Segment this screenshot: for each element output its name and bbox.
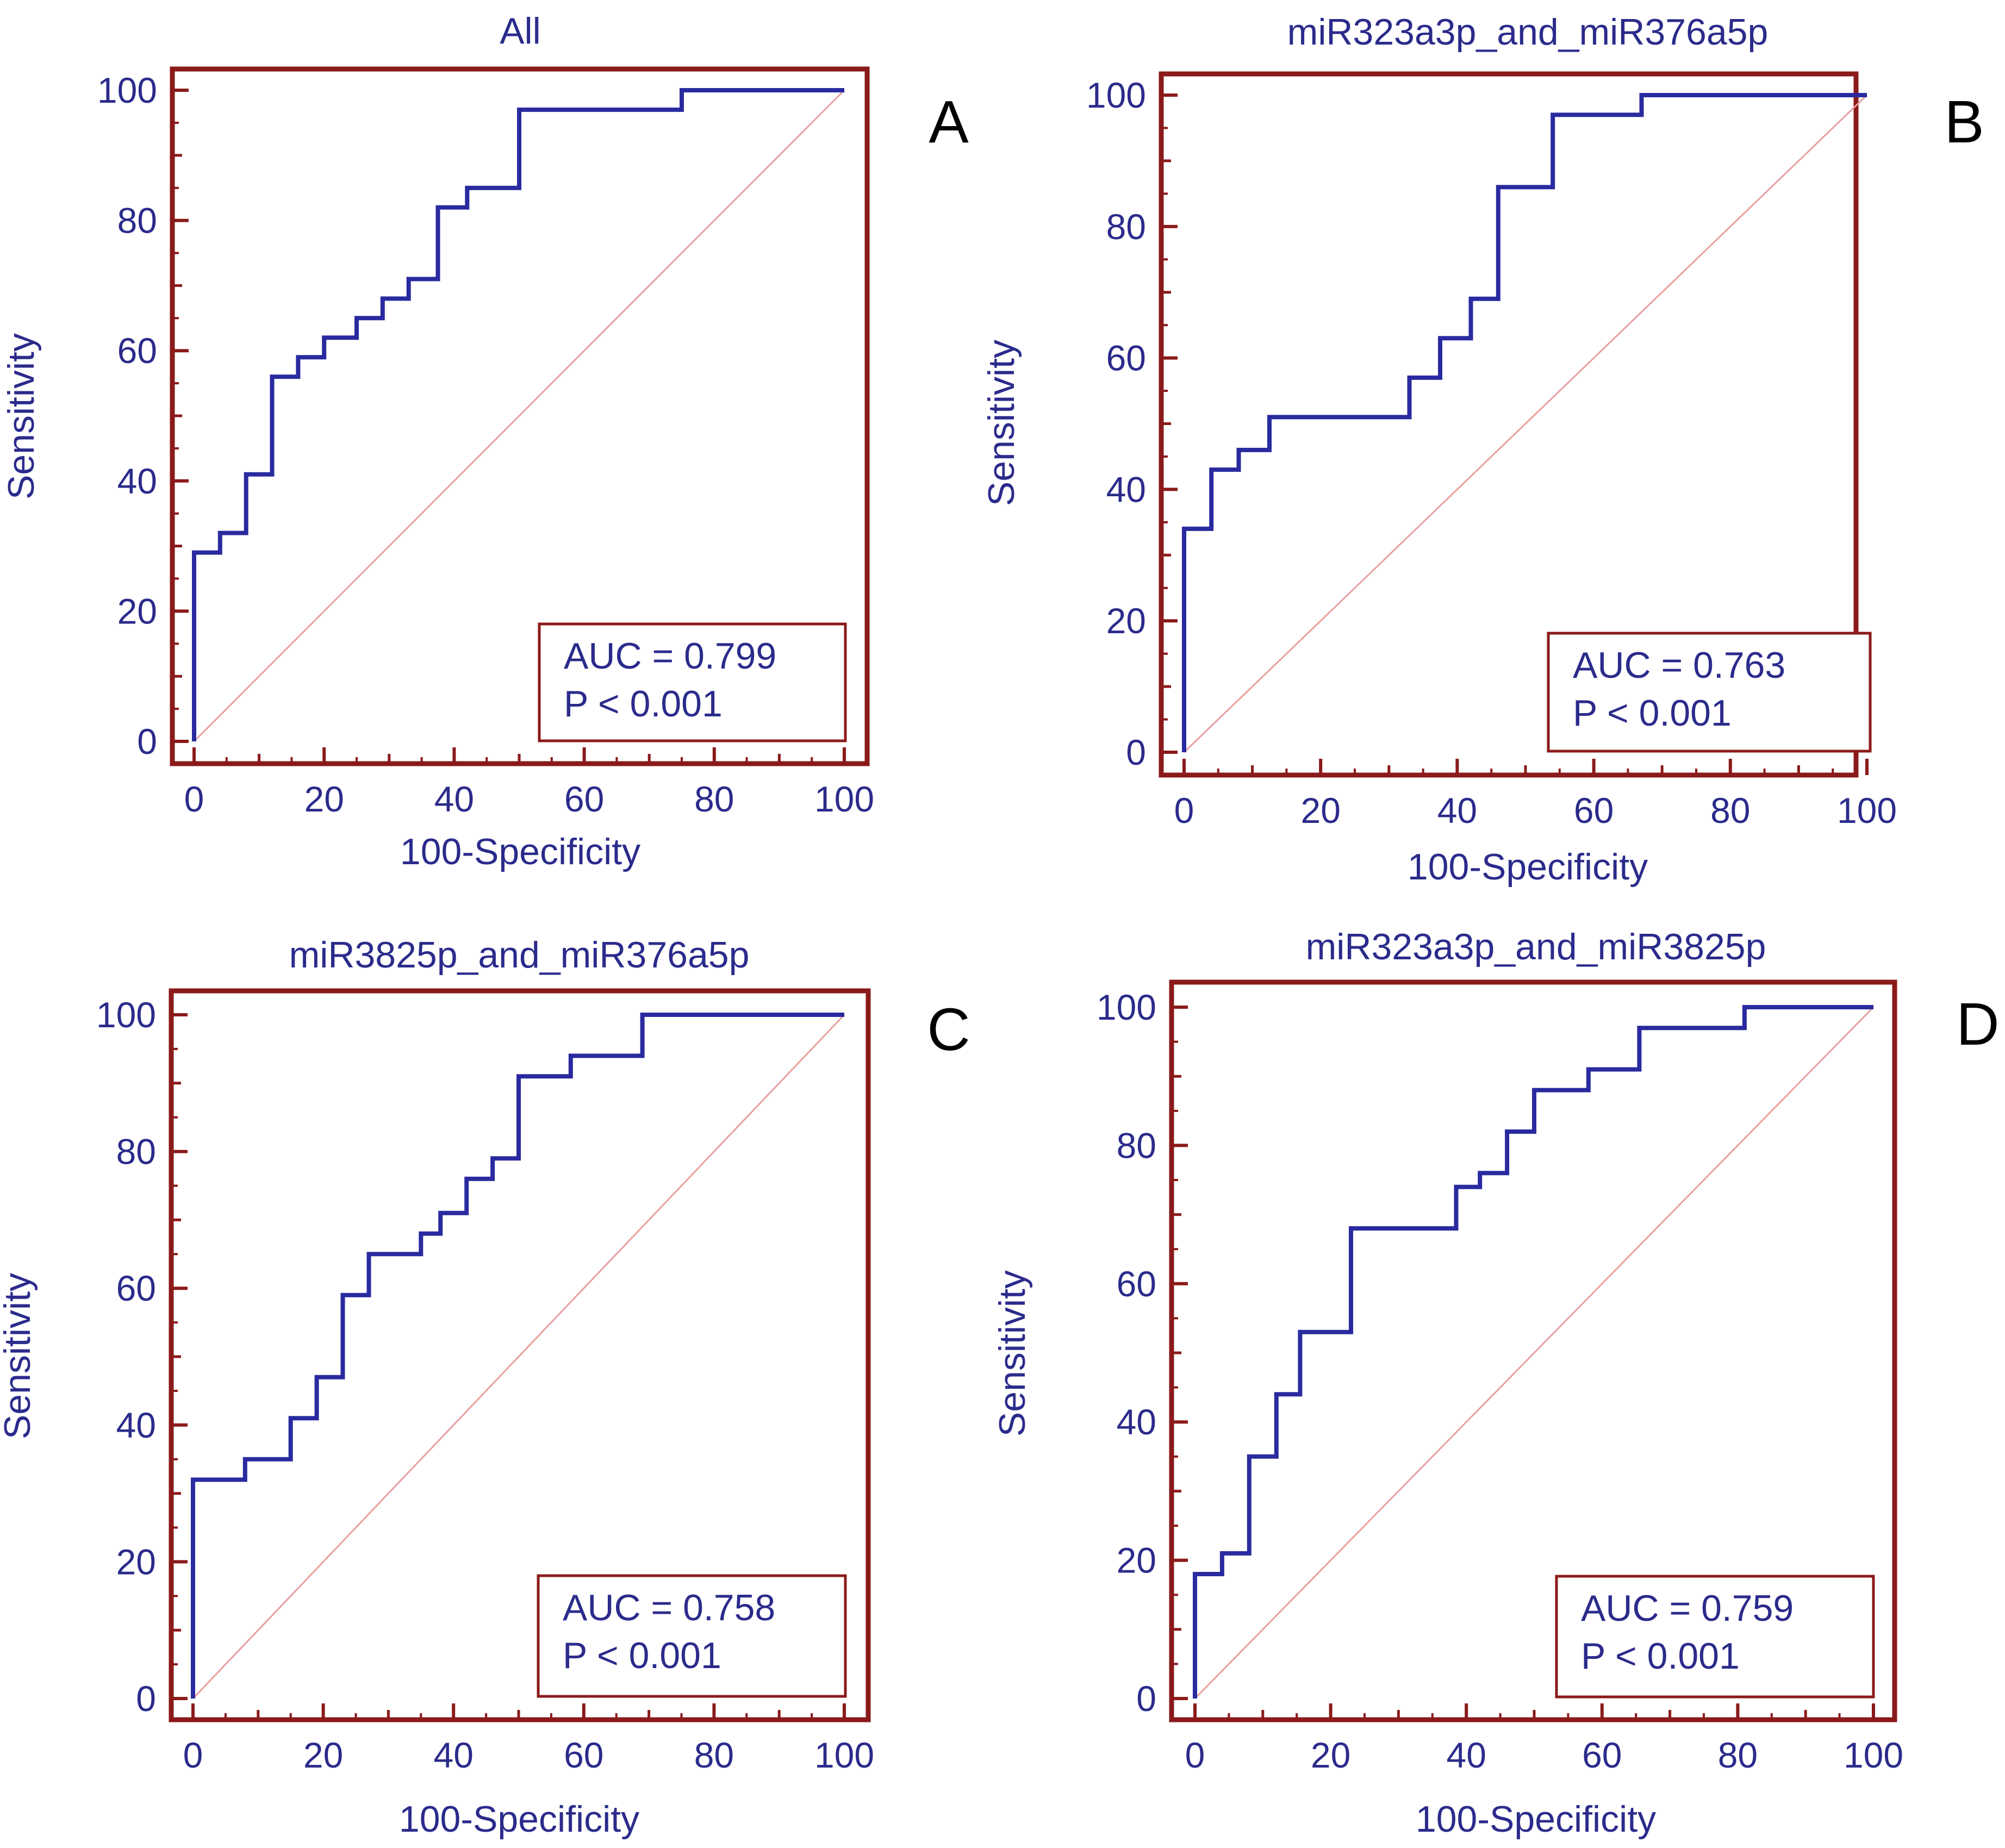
panel-letter: D	[1956, 991, 1999, 1058]
x-tick-label: 80	[1718, 1735, 1758, 1775]
y-tick-label: 60	[1106, 338, 1146, 378]
y-tick-label: 60	[116, 1268, 156, 1308]
auc-box	[1555, 1575, 1875, 1699]
p-value: P < 0.001	[564, 683, 723, 725]
y-tick-label: 60	[1117, 1264, 1156, 1304]
panel-letter: C	[927, 996, 970, 1063]
y-tick-label: 40	[1106, 469, 1146, 509]
x-tick-label: 100	[1837, 790, 1897, 831]
x-tick-label: 20	[304, 779, 344, 819]
roc-panel-d: 00 20 20 40 40 60 60 80 80 100 100 AUC = 0.759 P < 0…	[992, 926, 2000, 1840]
roc-panel-a: 00 20 20 40 40 60 60 80 80 100 100 AUC = 0.799 P < 0…	[1, 10, 969, 872]
y-tick-label: 20	[116, 1541, 156, 1582]
x-tick-label: 100	[814, 1735, 874, 1775]
x-axis-label: 100-Specificity	[399, 1799, 639, 1840]
x-axis-label: 100-Specificity	[1416, 1799, 1656, 1840]
y-tick-label: 20	[1117, 1540, 1156, 1581]
reference-diagonal-line	[193, 89, 845, 742]
panel-title: miR323a3p_and_miR376a5p	[1287, 11, 1769, 53]
x-tick-label: 0	[1185, 1735, 1205, 1775]
x-tick-label: 40	[1437, 790, 1477, 831]
x-axis-label: 100-Specificity	[400, 831, 640, 872]
panel-title: miR323a3p_and_miR3825p	[1306, 926, 1766, 967]
x-tick-label: 20	[1300, 790, 1340, 831]
x-tick-label: 0	[183, 1735, 203, 1775]
y-tick-label: 0	[136, 1678, 156, 1719]
x-tick-label: 40	[433, 1735, 473, 1775]
y-tick-label: 0	[1136, 1678, 1156, 1719]
panel-letter: A	[929, 89, 969, 155]
x-tick-label: 100	[814, 779, 874, 819]
x-tick-label: 60	[564, 779, 604, 819]
auc-value: AUC = 0.759	[1581, 1588, 1794, 1629]
y-tick-label: 80	[1106, 207, 1146, 247]
x-tick-label: 40	[434, 779, 474, 819]
y-tick-label: 0	[137, 721, 157, 761]
auc-box	[538, 622, 847, 742]
x-tick-label: 20	[1311, 1735, 1350, 1775]
reference-diagonal-line	[1194, 1006, 1875, 1700]
y-axis-label: Sensitivity	[0, 1273, 38, 1439]
p-value: P < 0.001	[1581, 1635, 1740, 1677]
auc-value: AUC = 0.758	[563, 1587, 775, 1628]
roc-panel-b: 00 20 20 40 40 60 60 80 80 100 100 AUC = 0.763 P < 0…	[981, 11, 1984, 888]
roc-curve	[192, 88, 844, 741]
roc-curve	[191, 1013, 844, 1699]
x-tick-label: 0	[1174, 790, 1194, 831]
x-axis-label: 100-Specificity	[1408, 846, 1648, 888]
y-tick-label: 40	[117, 461, 157, 501]
panel-letter: B	[1944, 89, 1984, 155]
y-tick-label: 20	[117, 591, 157, 631]
x-tick-label: 80	[694, 1735, 734, 1775]
auc-value: AUC = 0.763	[1573, 645, 1785, 686]
y-tick-label: 100	[96, 995, 156, 1035]
auc-box	[537, 1574, 847, 1698]
x-tick-label: 0	[184, 779, 204, 819]
y-tick-label: 80	[1117, 1125, 1156, 1165]
y-axis-label: Sensitivity	[981, 340, 1022, 506]
roc-panel-c: 00 20 20 40 40 60 60 80 80 100 100 AUC = 0.758 P < 0…	[0, 934, 970, 1840]
auc-box	[1547, 632, 1872, 753]
x-tick-label: 60	[564, 1735, 603, 1775]
y-tick-label: 80	[116, 1132, 156, 1172]
y-tick-label: 100	[1086, 75, 1146, 115]
y-tick-label: 80	[117, 201, 157, 241]
y-tick-label: 0	[1126, 732, 1146, 772]
x-tick-label: 60	[1582, 1735, 1622, 1775]
x-tick-label: 80	[1710, 790, 1750, 831]
p-value: P < 0.001	[1573, 692, 1732, 734]
y-tick-label: 60	[117, 330, 157, 371]
reference-diagonal-line	[192, 1014, 845, 1700]
y-tick-label: 40	[116, 1405, 156, 1445]
x-tick-label: 40	[1446, 1735, 1486, 1775]
x-tick-label: 80	[694, 779, 734, 819]
roc-curve	[1193, 1005, 1873, 1699]
y-axis-label: Sensitivity	[1, 333, 42, 500]
x-tick-label: 100	[1844, 1735, 1903, 1775]
panel-title: All	[500, 10, 541, 52]
roc-curve	[1182, 93, 1867, 752]
reference-diagonal-line	[1183, 94, 1868, 753]
y-tick-label: 100	[97, 70, 157, 110]
x-tick-label: 60	[1574, 790, 1614, 831]
auc-value: AUC = 0.799	[564, 635, 776, 677]
y-axis-label: Sensitivity	[992, 1270, 1033, 1437]
y-tick-label: 20	[1106, 601, 1146, 641]
y-tick-label: 40	[1117, 1402, 1156, 1442]
p-value: P < 0.001	[563, 1635, 721, 1676]
y-tick-label: 100	[1097, 987, 1156, 1027]
panel-title: miR3825p_and_miR376a5p	[289, 934, 750, 976]
x-tick-label: 20	[303, 1735, 343, 1775]
